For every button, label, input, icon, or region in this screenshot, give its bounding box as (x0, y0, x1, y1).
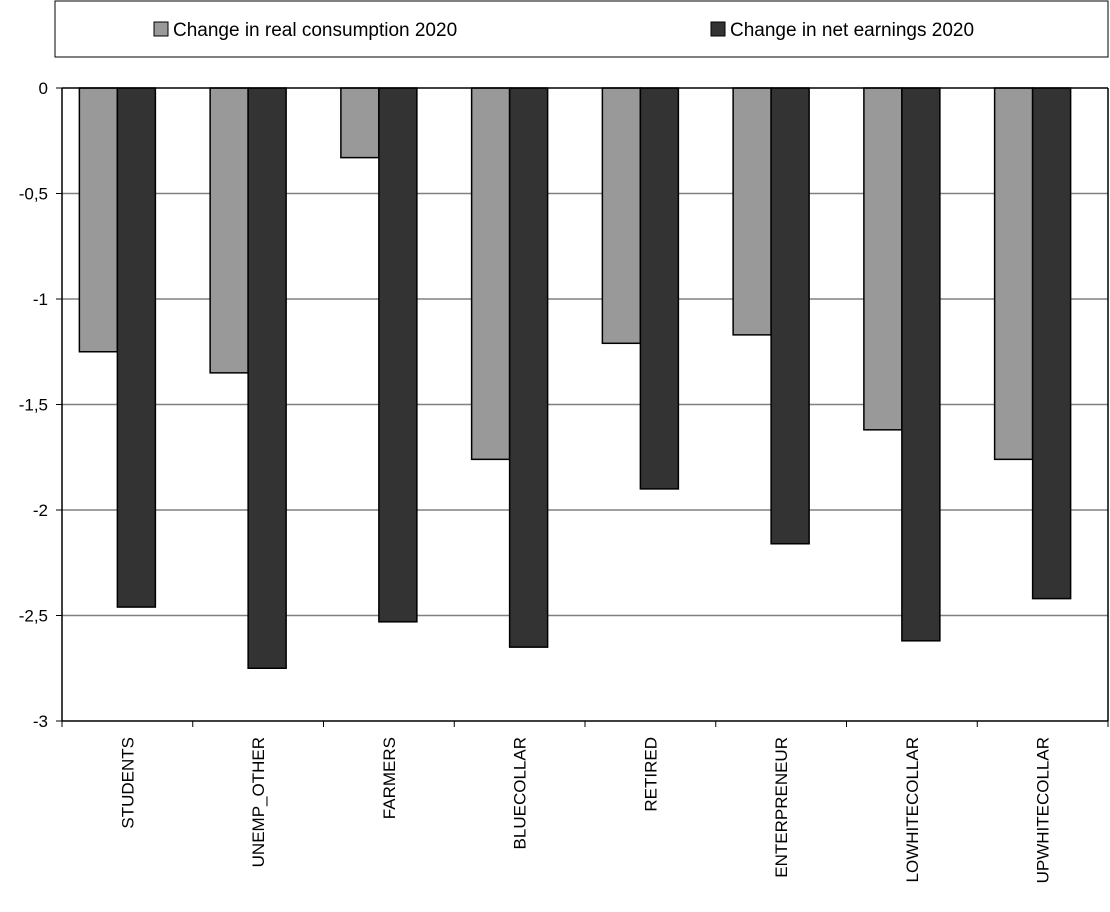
bar-enterpreneur-net-earnings (770, 87, 810, 545)
y-tick-label: -1,5 (19, 396, 48, 415)
legend-swatch-net-earnings (710, 21, 726, 37)
bar-unemp-other-real-consumption (209, 87, 249, 374)
bar-upwhitecollar-net-earnings (1031, 87, 1072, 600)
bar-retired-real-consumption (601, 87, 642, 345)
x-category-label: FARMERS (380, 737, 399, 819)
legend-label-net-earnings: Change in net earnings 2020 (730, 20, 974, 41)
legend: Change in real consumption 2020 Change i… (54, 0, 1109, 58)
bar-enterpreneur-real-consumption (732, 87, 772, 336)
bar-bluecollar-real-consumption (470, 87, 511, 461)
bar-students-net-earnings (116, 87, 157, 608)
x-category-label: UPWHITECOLLAR (1034, 737, 1053, 883)
x-category-label: RETIRED (641, 737, 660, 812)
bar-farmers-real-consumption (340, 87, 380, 159)
y-tick-label: 0 (39, 79, 48, 98)
y-tick-label: -2 (33, 501, 48, 520)
legend-frame (54, 0, 1109, 58)
x-category-label: STUDENTS (118, 737, 137, 829)
bar-students-real-consumption (78, 87, 119, 353)
y-tick-label: -0,5 (19, 185, 48, 204)
bar-upwhitecollar-real-consumption (993, 87, 1034, 461)
bar-lowhitecollar-net-earnings (901, 87, 941, 642)
bar-farmers-net-earnings (378, 87, 418, 623)
bar-bluecollar-net-earnings (508, 87, 549, 648)
y-tick-label: -1 (33, 290, 48, 309)
legend-swatch-real-consumption (153, 21, 169, 37)
x-category-label: ENTERPRENEUR (772, 737, 791, 878)
bar-lowhitecollar-real-consumption (863, 87, 903, 431)
plot-area: 0 -0,5 -1 -1,5 -2 -2,5 -3 STUDENTS UNEMP_OTHER FA… (19, 79, 1109, 883)
legend-label-real-consumption: Change in real consumption 2020 (173, 20, 457, 41)
y-tick-label: -2,5 (19, 607, 48, 626)
bar-retired-net-earnings (639, 87, 680, 490)
x-category-label: UNEMP_OTHER (249, 737, 268, 867)
x-category-label: BLUECOLLAR (511, 737, 530, 849)
y-tick-label: -3 (33, 712, 48, 731)
x-category-label: LOWHITECOLLAR (903, 737, 922, 882)
bar-unemp-other-net-earnings (247, 87, 287, 669)
